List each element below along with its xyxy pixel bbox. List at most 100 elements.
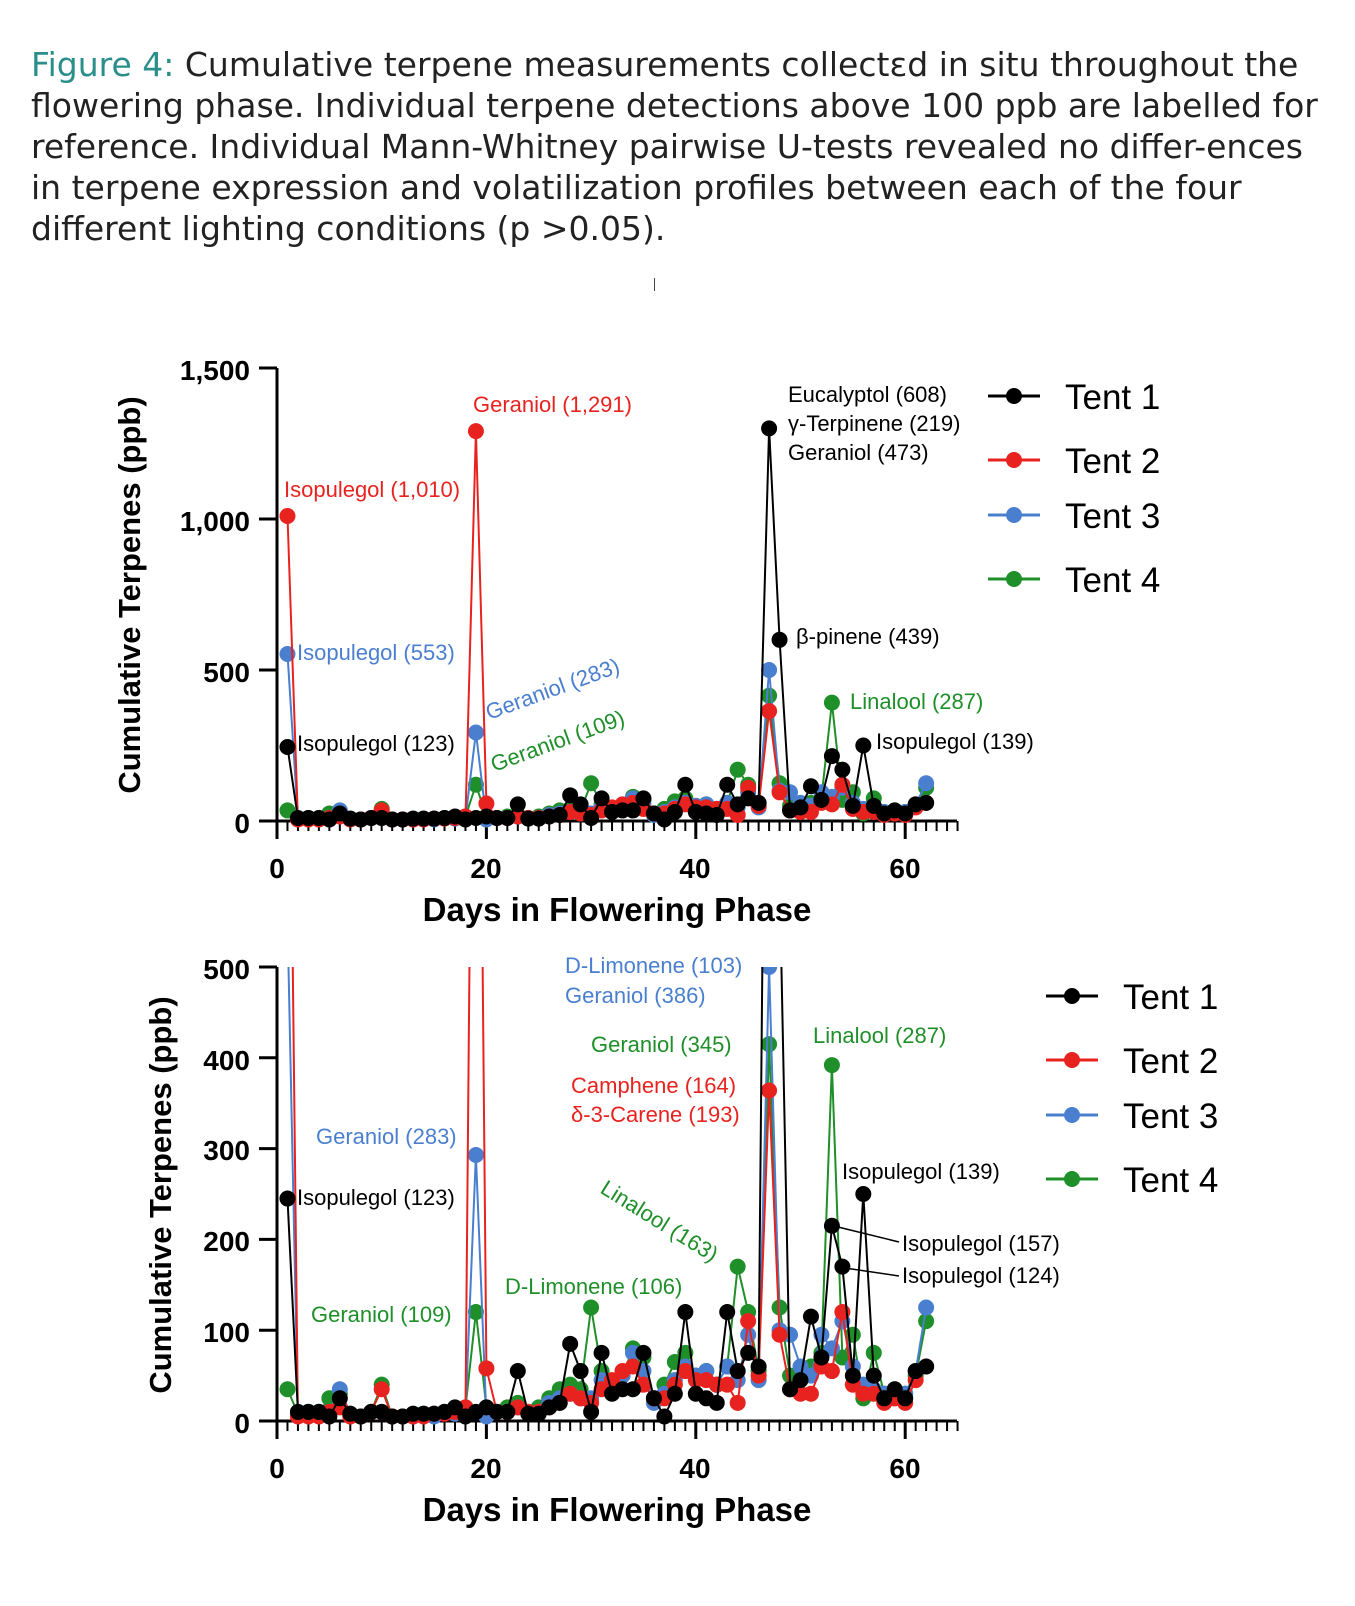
legend-marker (1006, 388, 1022, 404)
data-point (823, 1057, 840, 1074)
data-point (792, 1372, 809, 1389)
data-point (321, 1408, 338, 1425)
y-tick-label: 500 (203, 657, 250, 688)
y-tick-label: 400 (203, 1045, 250, 1076)
annotation: Geraniol (386) (565, 983, 706, 1008)
data-point (593, 1344, 610, 1361)
data-point (761, 703, 778, 720)
data-point (677, 1304, 694, 1321)
data-point (467, 423, 484, 440)
annotation: Linalool (287) (813, 1023, 946, 1048)
data-point (792, 1358, 809, 1375)
annotation: Isopulegol (553) (297, 640, 455, 665)
data-point (331, 1390, 348, 1407)
data-point (823, 1217, 840, 1234)
data-point (583, 809, 600, 826)
y-tick-label: 300 (203, 1135, 250, 1166)
x-axis-label-top: Days in Flowering Phase (423, 891, 812, 928)
data-point (729, 1394, 746, 1411)
data-point (761, 233, 777, 249)
annotation: Geraniol (109) (311, 1302, 452, 1327)
data-point (719, 776, 736, 793)
data-point (729, 761, 746, 778)
legend-label: Tent 3 (1065, 497, 1160, 536)
data-point (834, 761, 851, 778)
data-point (279, 739, 296, 756)
x-tick-label: 40 (679, 853, 710, 884)
data-point (666, 803, 683, 820)
y-axis-label-top: Cumulative Terpenes (ppb) (112, 396, 147, 793)
data-point (802, 1385, 819, 1402)
annotation: Isopulegol (124) (902, 1263, 1060, 1288)
data-point (886, 1381, 903, 1398)
legend-label: Tent 1 (1123, 978, 1218, 1017)
data-point (509, 796, 526, 813)
legend-label: Tent 4 (1123, 1161, 1218, 1200)
data-point (802, 778, 819, 795)
annotation: Isopulegol (123) (297, 1185, 455, 1210)
data-point (813, 1349, 830, 1366)
legend-label: Tent 2 (1065, 442, 1160, 481)
data-point (656, 1408, 673, 1425)
annotation: Isopulegol (139) (842, 1159, 1000, 1184)
data-point (771, 784, 788, 801)
data-point (509, 1363, 526, 1380)
data-point (719, 1304, 736, 1321)
data-point (771, 1326, 788, 1343)
legend-marker (1064, 1052, 1080, 1068)
legend-marker (1006, 571, 1022, 587)
data-point (562, 787, 579, 804)
data-point (761, 662, 778, 678)
annotation: Geraniol (1,291) (473, 392, 632, 417)
data-point (761, 1036, 778, 1053)
annotation: Geraniol (473) (788, 440, 929, 465)
data-point (865, 1367, 882, 1384)
data-point (844, 797, 861, 814)
data-point (635, 1344, 652, 1361)
legend-marker (1006, 452, 1022, 468)
data-point (792, 799, 809, 816)
x-tick-label: 60 (889, 853, 920, 884)
data-point (772, 868, 788, 884)
y-axis-label-bottom: Cumulative Terpenes (ppb) (143, 996, 178, 1393)
figure-caption: Figure 4: Cumulative terpene measurement… (31, 44, 1321, 249)
data-point (478, 1360, 495, 1377)
data-point (446, 1399, 463, 1416)
annotation: Linalool (163) (596, 1175, 722, 1267)
data-point (855, 737, 872, 754)
annotation: γ-Terpinene (219) (788, 411, 960, 436)
annotation: Isopulegol (123) (297, 731, 455, 756)
y-tick-label: 500 (203, 954, 250, 985)
data-point (583, 775, 600, 792)
x-tick-label: 0 (269, 853, 285, 884)
data-point (677, 1363, 694, 1380)
data-point (551, 1394, 568, 1411)
data-point (844, 1367, 861, 1384)
data-point (373, 1381, 390, 1398)
x-tick-label: 20 (470, 853, 501, 884)
data-point (467, 724, 484, 741)
data-point (761, 967, 778, 975)
legend-label: Tent 3 (1123, 1097, 1218, 1136)
data-point (802, 1308, 819, 1325)
data-point (761, 687, 778, 704)
data-point (279, 1190, 296, 1207)
data-point (572, 1363, 589, 1380)
data-point (918, 1358, 935, 1375)
data-point (719, 1376, 736, 1393)
data-point (897, 805, 914, 822)
caption-text: Cumulative terpene measurements collectɛ… (31, 45, 1318, 248)
annotation: Isopulegol (1,010) (284, 477, 460, 502)
data-point (771, 631, 788, 648)
data-point (624, 1381, 641, 1398)
data-point (467, 1304, 484, 1321)
legend-marker (1064, 988, 1080, 1004)
annotation: Geraniol (345) (591, 1032, 732, 1057)
data-point (624, 1358, 641, 1375)
annotation: D-Limonene (103) (565, 953, 742, 978)
data-point (750, 794, 767, 811)
data-point (279, 1381, 296, 1398)
data-point (918, 1299, 935, 1316)
y-tick-label: 100 (203, 1317, 250, 1348)
data-point (865, 1344, 882, 1361)
